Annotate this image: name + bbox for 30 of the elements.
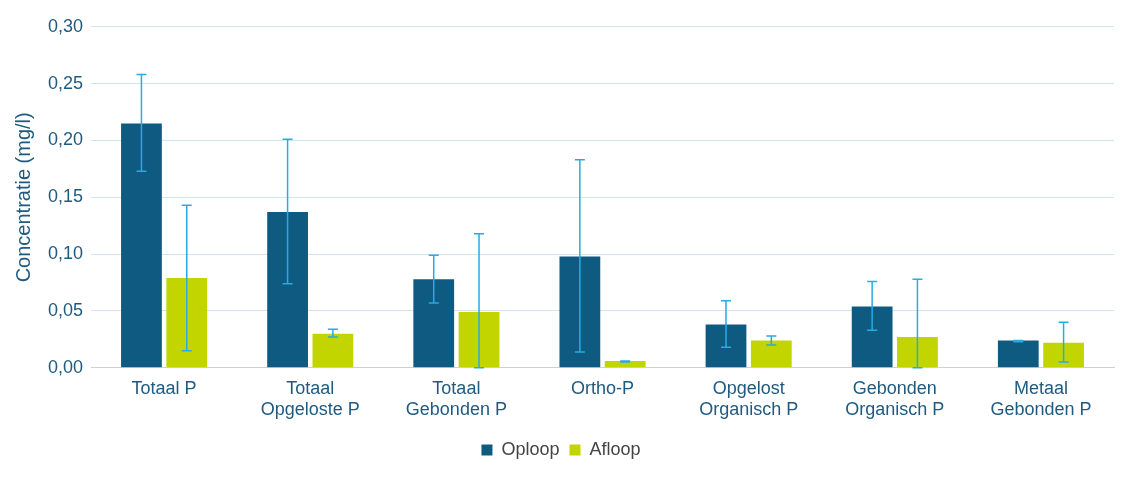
legend-label: Afloop <box>589 438 641 459</box>
y-axis-title: Concentratie (mg/l) <box>11 112 34 283</box>
bar <box>458 312 500 368</box>
y-tick-label: 0,30 <box>47 15 84 36</box>
x-tick-label: Metaal Gebonden P <box>990 377 1092 420</box>
x-tick-label: Ortho-P <box>571 377 635 398</box>
x-tick-label: Totaal P <box>131 377 197 398</box>
bar <box>413 279 455 368</box>
bar <box>1043 342 1084 368</box>
y-tick-label: 0,00 <box>47 356 84 377</box>
bar <box>267 212 308 368</box>
y-tick-label: 0,15 <box>47 186 84 207</box>
x-tick-label: Totaal Opgeloste P <box>260 377 360 420</box>
y-tick-label: 0,25 <box>47 72 84 93</box>
y-tick-label: 0,05 <box>47 299 84 320</box>
x-tick-label: Totaal Gebonden P <box>405 377 507 420</box>
bar <box>750 340 792 368</box>
x-tick-label: Opgelost Organisch P <box>699 377 799 420</box>
bar <box>705 324 747 368</box>
y-tick-label: 0,10 <box>47 243 84 264</box>
bar <box>851 306 893 368</box>
bar <box>897 337 938 368</box>
bar <box>166 278 208 368</box>
y-tick-label: 0,20 <box>47 129 84 150</box>
bar <box>312 333 354 368</box>
bar <box>997 340 1039 368</box>
bar <box>121 123 162 368</box>
x-tick-label: Gebonden Organisch P <box>845 377 945 420</box>
legend-label: Oploop <box>501 438 560 459</box>
bar <box>559 256 601 368</box>
